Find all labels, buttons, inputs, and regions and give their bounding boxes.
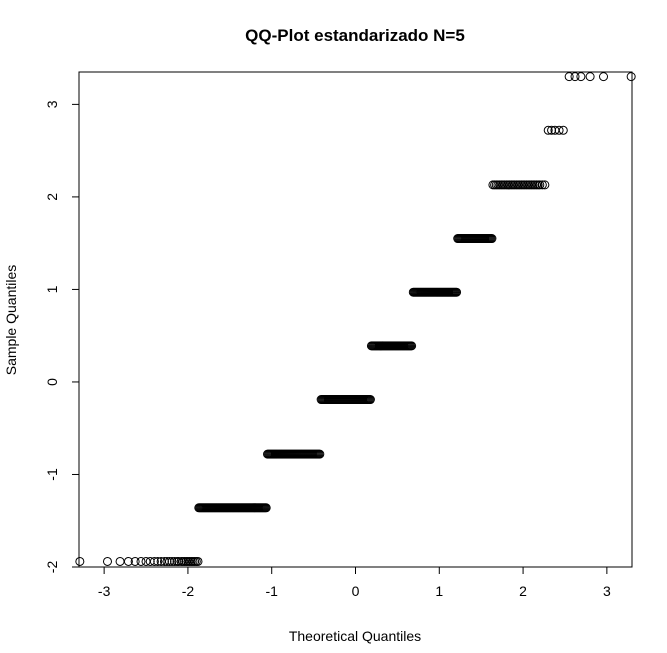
qq-point: [558, 125, 568, 135]
x-tick-label: -3: [98, 583, 111, 599]
qq-point: [149, 556, 159, 566]
qq-point: [535, 180, 545, 190]
qq-point: [123, 556, 133, 566]
qq-point: [537, 180, 547, 190]
qq-point: [315, 449, 325, 459]
qq-point: [136, 556, 146, 566]
qq-point: [599, 72, 609, 82]
qq-point: [540, 180, 550, 190]
x-tick-label: -2: [182, 583, 195, 599]
qq-point: [487, 234, 497, 244]
points-layer: [75, 72, 636, 566]
y-tick-label: 0: [44, 378, 60, 386]
qq-point: [585, 72, 595, 82]
qq-point: [365, 395, 375, 405]
qq-point: [115, 556, 125, 566]
x-axis: -3 -2 -1 0 1 2 3: [98, 567, 611, 599]
qq-point: [570, 72, 580, 82]
qq-point: [102, 556, 112, 566]
y-tick-label: -1: [44, 468, 60, 481]
x-tick-label: -1: [265, 583, 278, 599]
qq-point: [193, 556, 203, 566]
plot-frame: [78, 71, 633, 568]
chart-title: QQ-Plot estandarizado N=5: [245, 26, 465, 45]
qq-point: [261, 503, 271, 513]
y-tick-label: 1: [44, 285, 60, 293]
qq-point: [543, 125, 553, 135]
x-tick-label: 3: [603, 583, 611, 599]
qq-point: [153, 556, 163, 566]
x-tick-label: 1: [435, 583, 443, 599]
qq-point: [130, 556, 140, 566]
y-tick-label: 3: [44, 100, 60, 108]
y-axis-label: Sample Quantiles: [3, 265, 19, 376]
qq-point: [452, 287, 462, 297]
qq-point: [75, 556, 85, 566]
qq-point: [564, 72, 574, 82]
y-axis: -2 -1 0 1 2 3: [44, 100, 79, 573]
y-tick-label: 2: [44, 193, 60, 201]
x-tick-label: 2: [519, 583, 527, 599]
x-axis-label: Theoretical Quantiles: [289, 628, 421, 644]
y-tick-label: -2: [44, 561, 60, 574]
qq-point: [167, 556, 177, 566]
qq-point: [407, 341, 417, 351]
qq-point: [626, 72, 636, 82]
qq-point: [576, 72, 586, 82]
x-tick-label: 0: [352, 583, 360, 599]
qq-point: [554, 125, 564, 135]
